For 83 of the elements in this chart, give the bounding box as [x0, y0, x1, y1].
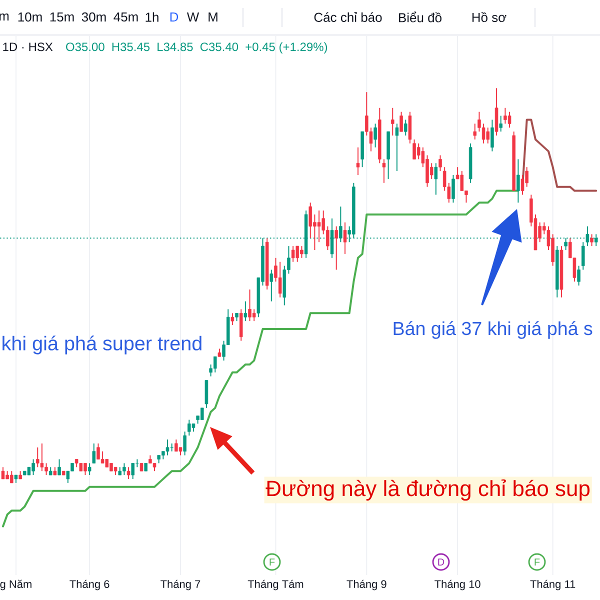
text: C35.40 — [200, 42, 238, 52]
text: M — [208, 12, 218, 22]
candlestick — [482, 123, 486, 144]
candlestick — [382, 158, 386, 184]
candlestick — [244, 300, 248, 322]
candlestick — [239, 308, 243, 342]
text: +0.45 (+1.29%) — [246, 42, 328, 54]
annotation: Bán giá 37 khi giá phá s — [394, 321, 592, 339]
candlestick — [452, 174, 455, 204]
candlestick — [438, 154, 442, 172]
text: L34.85 — [158, 42, 193, 52]
candlestick — [508, 111, 512, 128]
text: Biểu đồ — [399, 12, 442, 22]
candlestick — [494, 88, 498, 136]
candlestick — [92, 442, 96, 464]
candlestick — [486, 127, 490, 144]
candlestick — [520, 174, 524, 196]
candlestick — [166, 439, 170, 456]
text: F — [534, 558, 540, 566]
x-tick-label: Tháng 11 — [530, 580, 576, 590]
text: Hồ sơ — [472, 12, 506, 22]
candlestick — [408, 111, 412, 144]
candlestick — [490, 119, 494, 152]
candlestick — [183, 431, 186, 456]
text: F — [270, 558, 275, 566]
x-tick-label: Tháng Tám — [248, 580, 304, 590]
candlestick — [434, 162, 438, 196]
text: O35.00 — [66, 42, 104, 52]
x-tick-label: Tháng 9 — [346, 580, 386, 590]
candlestick — [356, 146, 360, 176]
text: 10m — [18, 12, 42, 22]
candlestick — [188, 419, 191, 436]
candlestick — [525, 166, 528, 188]
x-tick-label: Tháng 6 — [70, 580, 110, 590]
candlestick — [291, 246, 295, 262]
candlestick — [577, 265, 580, 286]
candlestick — [204, 380, 208, 408]
candlestick — [40, 442, 44, 472]
candlestick — [516, 158, 520, 204]
candlestick — [126, 466, 130, 480]
candlestick — [131, 462, 134, 480]
candlestick — [174, 439, 178, 452]
candlestick — [278, 261, 282, 298]
x-tick-label: Tháng 10 — [434, 580, 480, 590]
candlestick — [270, 269, 274, 302]
annotation: Đường này là đường chỉ báo sup — [266, 479, 590, 501]
text: W — [186, 12, 200, 22]
candlestick — [473, 123, 477, 140]
candlestick — [400, 111, 403, 132]
text: 30m — [82, 12, 106, 22]
candlestick — [404, 119, 408, 136]
candlestick — [317, 210, 321, 243]
annotation: khi giá phá super trend — [2, 336, 202, 354]
candlestick — [1, 466, 5, 480]
x-tick-label: g Năm — [0, 580, 32, 590]
candlestick — [391, 107, 394, 136]
candlestick — [58, 458, 61, 476]
candlestick — [581, 242, 585, 270]
text: H35.45 — [112, 42, 150, 52]
text: 15m — [50, 12, 74, 22]
candlestick — [416, 142, 420, 160]
candlestick — [590, 234, 594, 247]
candlestick — [252, 308, 256, 322]
candlestick — [334, 226, 338, 270]
text: 45m — [114, 12, 138, 22]
text: Các chỉ báo — [314, 12, 382, 22]
text: 1D · HSX — [3, 42, 53, 52]
candlestick — [296, 246, 300, 262]
candlestick — [36, 446, 40, 468]
x-tick-label: Tháng 7 — [160, 580, 200, 590]
text: 1h — [146, 12, 158, 22]
candlestick — [395, 123, 399, 172]
candlestick — [374, 123, 377, 148]
candlestick — [499, 115, 502, 132]
candlestick — [339, 206, 342, 243]
candlestick — [100, 450, 104, 464]
candlestick — [460, 170, 464, 192]
candlestick — [230, 312, 234, 326]
text: D — [170, 12, 178, 22]
candlestick — [430, 162, 434, 180]
candlestick — [88, 462, 92, 476]
candlestick — [343, 222, 347, 254]
text: D — [438, 558, 444, 566]
